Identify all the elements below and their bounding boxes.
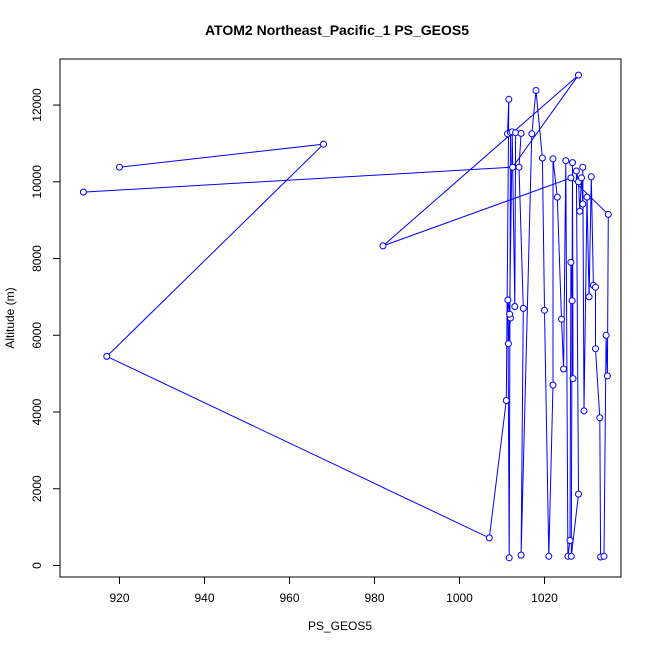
- data-point: [553, 193, 561, 201]
- y-tick-label: 8000: [30, 245, 44, 272]
- y-tick-label: 12000: [30, 88, 44, 122]
- data-point: [562, 157, 570, 165]
- data-point: [504, 296, 512, 304]
- data-point: [517, 129, 525, 137]
- data-point: [567, 552, 575, 560]
- series-line: [83, 74, 609, 558]
- data-point: [519, 304, 527, 312]
- data-point: [576, 207, 584, 215]
- data-point: [575, 490, 582, 498]
- data-point: [509, 163, 517, 171]
- data-point: [568, 297, 576, 305]
- data-point: [566, 537, 574, 544]
- series-markers: [79, 71, 612, 562]
- data-point: [560, 365, 568, 373]
- data-point: [575, 71, 582, 79]
- x-tick-label: 980: [364, 591, 384, 605]
- data-point: [549, 381, 557, 389]
- data-point: [585, 293, 593, 301]
- data-point: [515, 163, 523, 171]
- data-point: [596, 414, 604, 422]
- y-tick-label: 6000: [30, 322, 44, 349]
- data-point: [579, 163, 587, 171]
- data-point: [558, 315, 565, 323]
- x-tick-label: 960: [279, 591, 299, 605]
- data-point: [600, 552, 608, 560]
- y-tick-label: 0: [30, 562, 44, 569]
- data-point: [602, 331, 610, 339]
- y-tick-label: 4000: [30, 398, 44, 425]
- data-point: [103, 352, 111, 360]
- data-point: [567, 258, 575, 266]
- chart-title: ATOM2 Northeast_Pacific_1 PS_GEOS5: [205, 22, 469, 38]
- data-point: [592, 345, 599, 353]
- data-point: [485, 534, 493, 542]
- data-point: [578, 174, 585, 182]
- data-point: [569, 159, 576, 167]
- data-point: [532, 87, 540, 94]
- data-point: [592, 283, 599, 291]
- data-point: [569, 375, 577, 383]
- data-point: [517, 551, 525, 559]
- data-point: [511, 303, 519, 310]
- data-point: [549, 155, 557, 163]
- y-axis: 0 2000 4000 6000 8000 10000 12000: [30, 88, 60, 569]
- data-point: [538, 154, 546, 162]
- x-axis: 920 940 960 980 1000 1020: [109, 577, 558, 605]
- data-point: [116, 163, 123, 171]
- data-point: [528, 130, 536, 138]
- y-tick-label: 2000: [30, 475, 44, 502]
- data-point: [545, 552, 553, 560]
- data-point: [506, 310, 514, 318]
- x-tick-label: 1000: [446, 591, 473, 605]
- data-point: [572, 167, 580, 175]
- x-axis-label: PS_GEOS5: [308, 619, 372, 633]
- x-tick-label: 940: [194, 591, 214, 605]
- data-point: [79, 188, 87, 196]
- data-point: [379, 242, 387, 250]
- y-tick-label: 10000: [30, 165, 44, 199]
- x-tick-label: 1020: [531, 591, 558, 605]
- y-axis-label: Altitude (m): [3, 287, 17, 348]
- data-point: [504, 340, 512, 348]
- data-point: [583, 193, 591, 201]
- data-point: [587, 173, 595, 181]
- data-point: [580, 407, 588, 415]
- data-point: [567, 174, 575, 182]
- data-point: [579, 200, 587, 208]
- data-point: [505, 554, 513, 562]
- x-tick-label: 920: [109, 591, 129, 605]
- data-point: [502, 397, 510, 404]
- plot-area-frame: [59, 58, 622, 578]
- data-point: [505, 95, 513, 103]
- data-point: [604, 210, 612, 218]
- data-point: [541, 306, 548, 314]
- data-point: [603, 372, 611, 380]
- data-point: [320, 140, 327, 148]
